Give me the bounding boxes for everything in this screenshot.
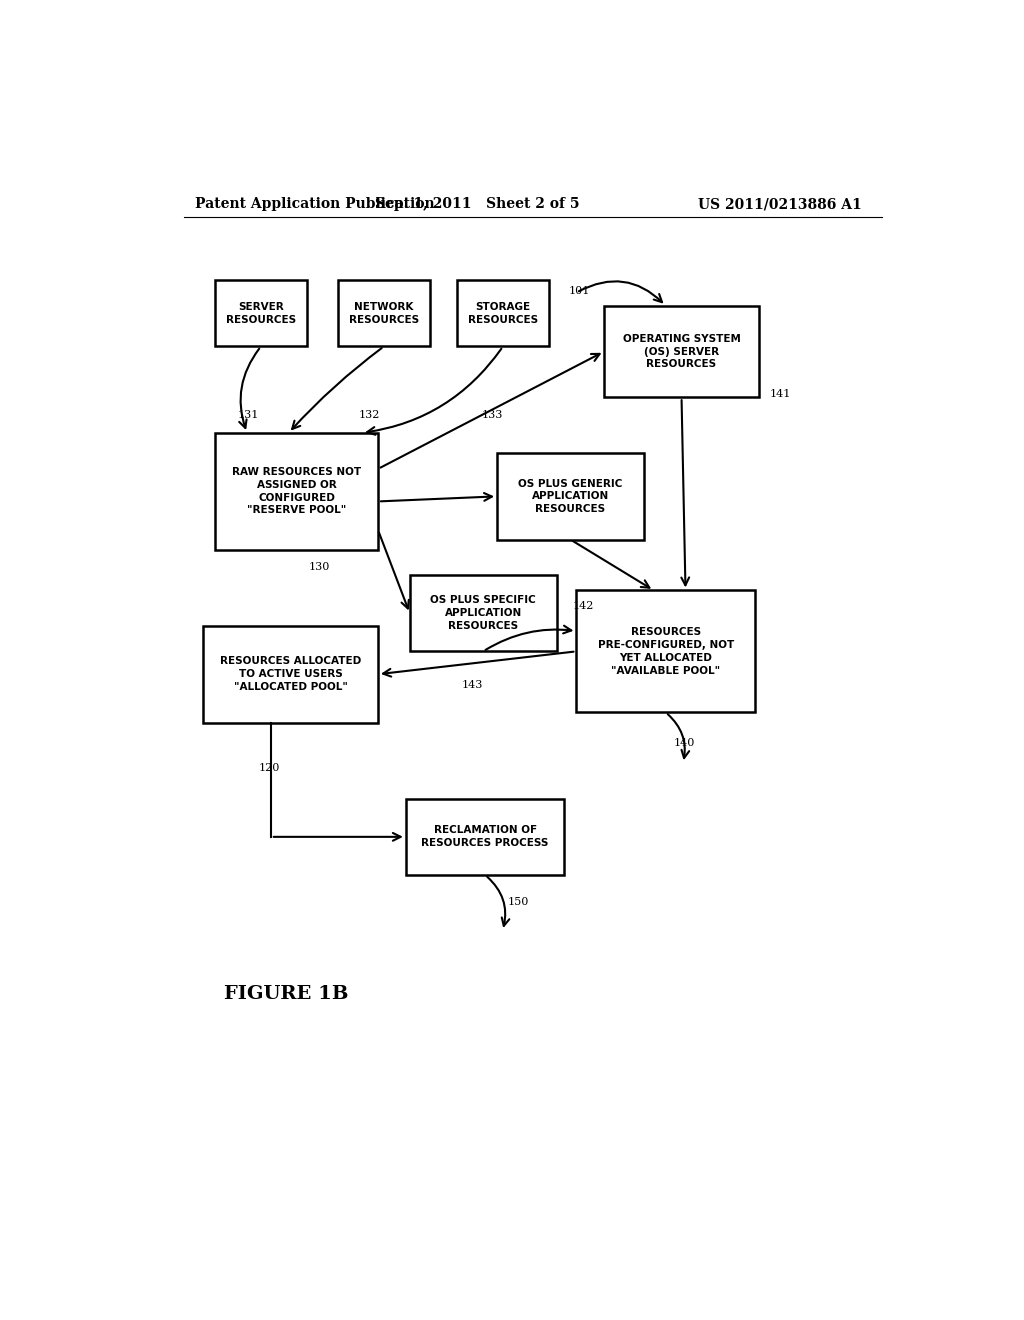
Text: 101: 101: [568, 285, 590, 296]
Text: RESOURCES
PRE-CONFIGURED, NOT
YET ALLOCATED
"AVAILABLE POOL": RESOURCES PRE-CONFIGURED, NOT YET ALLOCA…: [598, 627, 734, 676]
Text: SERVER
RESOURCES: SERVER RESOURCES: [226, 302, 296, 325]
Text: 130: 130: [309, 562, 331, 572]
Text: OS PLUS GENERIC
APPLICATION
RESOURCES: OS PLUS GENERIC APPLICATION RESOURCES: [518, 479, 623, 515]
FancyBboxPatch shape: [604, 306, 759, 397]
Text: 143: 143: [461, 680, 482, 690]
FancyBboxPatch shape: [410, 576, 557, 651]
Text: Sep. 1, 2011   Sheet 2 of 5: Sep. 1, 2011 Sheet 2 of 5: [375, 197, 580, 211]
FancyBboxPatch shape: [406, 799, 564, 875]
Text: 133: 133: [481, 409, 503, 420]
Text: Patent Application Publication: Patent Application Publication: [196, 197, 435, 211]
FancyBboxPatch shape: [215, 280, 306, 346]
Text: RESOURCES ALLOCATED
TO ACTIVE USERS
"ALLOCATED POOL": RESOURCES ALLOCATED TO ACTIVE USERS "ALL…: [220, 656, 361, 692]
Text: 132: 132: [358, 409, 380, 420]
Text: RECLAMATION OF
RESOURCES PROCESS: RECLAMATION OF RESOURCES PROCESS: [422, 825, 549, 849]
Text: 150: 150: [507, 898, 528, 907]
Text: US 2011/0213886 A1: US 2011/0213886 A1: [698, 197, 862, 211]
Text: FIGURE 1B: FIGURE 1B: [224, 985, 349, 1003]
Text: STORAGE
RESOURCES: STORAGE RESOURCES: [468, 302, 538, 325]
FancyBboxPatch shape: [497, 453, 644, 540]
FancyBboxPatch shape: [458, 280, 549, 346]
FancyBboxPatch shape: [338, 280, 430, 346]
Text: OS PLUS SPECIFIC
APPLICATION
RESOURCES: OS PLUS SPECIFIC APPLICATION RESOURCES: [430, 595, 536, 631]
Text: 131: 131: [238, 409, 259, 420]
Text: NETWORK
RESOURCES: NETWORK RESOURCES: [349, 302, 419, 325]
Text: 140: 140: [674, 738, 695, 748]
Text: 141: 141: [769, 389, 791, 399]
FancyBboxPatch shape: [577, 590, 755, 713]
Text: RAW RESOURCES NOT
ASSIGNED OR
CONFIGURED
"RESERVE POOL": RAW RESOURCES NOT ASSIGNED OR CONFIGURED…: [232, 467, 361, 516]
Text: 120: 120: [259, 763, 281, 774]
FancyBboxPatch shape: [204, 626, 378, 722]
Text: OPERATING SYSTEM
(OS) SERVER
RESOURCES: OPERATING SYSTEM (OS) SERVER RESOURCES: [623, 334, 740, 370]
Text: 142: 142: [572, 601, 594, 611]
FancyBboxPatch shape: [215, 433, 378, 549]
